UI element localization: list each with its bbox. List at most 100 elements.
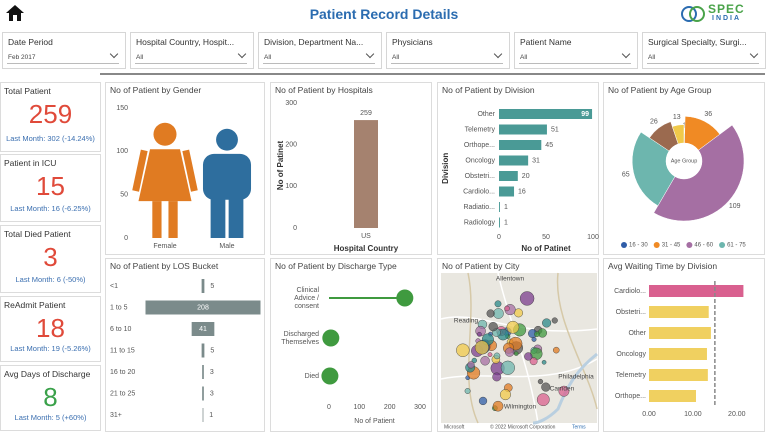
- map-bubble: [478, 396, 488, 406]
- kpi-comparison: Last Month: 5 (+60%): [14, 413, 87, 422]
- chart-panel: 0 50 100 Other 99 Telemetry 51 Orthope... 45 Onco…: [437, 82, 599, 255]
- legend-marker: [621, 242, 627, 248]
- chevron: [621, 49, 631, 59]
- kpi-comparison: Last Month: 19 (-5.26%): [10, 344, 91, 353]
- legend-label: 16 - 30: [629, 243, 648, 249]
- y-tick-label: 100: [116, 148, 128, 155]
- map-bubble: [464, 388, 471, 394]
- data-label: 259: [360, 110, 372, 117]
- map-bubble: [486, 309, 495, 318]
- funnel-bar: [191, 322, 215, 336]
- y-tick-label: Orthope...: [464, 142, 495, 149]
- chart: 1 36 109 65 26 13 Age Group 16 - 30 31 - 45 46 - …: [621, 111, 746, 249]
- map-bubble: [534, 331, 540, 338]
- kpi-value: 3: [43, 242, 58, 272]
- map-bubble: [541, 359, 547, 365]
- data-label: 45: [545, 142, 553, 149]
- map-bubble: [494, 300, 502, 308]
- icon-head: [153, 122, 177, 146]
- filter-label: Date Period: [8, 37, 53, 47]
- logo-subtext: INDIA: [712, 15, 742, 22]
- y-tick-label: 200: [285, 142, 297, 149]
- kpi-title: Total Died Patient: [4, 229, 71, 239]
- map-bubble: [480, 356, 490, 366]
- map-road: [440, 358, 598, 380]
- category-label: 6 to 10: [110, 326, 132, 333]
- kpi-value: 8: [43, 382, 58, 412]
- donut-hole: [666, 143, 702, 179]
- x-tick-label: 10.00: [684, 411, 702, 418]
- data-label: 51: [551, 126, 559, 133]
- y-tick-label: Radiology: [464, 219, 496, 226]
- kpi-comparison: Last Month: 302 (-14.24%): [6, 134, 95, 143]
- chevron: [109, 49, 119, 59]
- y-tick-label: Cardiolo...: [614, 288, 646, 295]
- chart-title: Avg Waiting Time by Division: [608, 261, 718, 271]
- map-terms: Terms: [572, 424, 586, 430]
- y-tick-label: Obstetri...: [616, 309, 646, 316]
- lollipop-dot: [322, 329, 340, 347]
- icon-arm: [182, 149, 198, 192]
- y-tick-label: 50: [120, 192, 128, 199]
- kpi-value: 15: [36, 171, 65, 201]
- kpi-card: Total Died Patient 3 Last Month: 6 (-50%): [0, 225, 101, 293]
- category-label: Discharged Themselves: [281, 331, 319, 346]
- filter-underline: [263, 63, 375, 64]
- map-bubble: [551, 317, 558, 324]
- y-tick-label: Other: [477, 111, 495, 118]
- kpi-comparison: Last Month: 16 (-6.25%): [10, 204, 91, 213]
- filter-value: Feb 2017: [8, 54, 36, 61]
- x-axis-title: No of Patient: [354, 418, 395, 425]
- filter-dropdown[interactable]: Date Period Feb 2017: [2, 32, 126, 69]
- bar: [499, 140, 542, 150]
- filter-dropdown[interactable]: Patient Name All: [514, 32, 638, 69]
- chart: 0 100 200 300 259 US Hospital Country No of Pat…: [276, 100, 399, 253]
- chart: 0 50 100 150 Female Male: [116, 105, 252, 250]
- y-tick-label: 100: [285, 183, 297, 190]
- map-bubble: [471, 357, 477, 364]
- map-bubble: [519, 291, 535, 306]
- page-title: Patient Record Details: [309, 6, 459, 22]
- map-bubble: [500, 360, 515, 375]
- kpi-comparison: Last Month: 6 (-50%): [15, 275, 86, 284]
- filter-label: Patient Name: [520, 37, 572, 47]
- filter-dropdown[interactable]: Physicians All: [386, 32, 510, 69]
- category-label: Died: [305, 373, 320, 380]
- legend-label: 31 - 45: [662, 243, 681, 249]
- bar: [649, 327, 711, 339]
- filter-dropdown[interactable]: Surgical Specialty, Surgi... All: [642, 32, 766, 69]
- bar: [649, 348, 707, 360]
- map-bubble: [531, 336, 537, 342]
- chart-title: No of Patient by Age Group: [608, 85, 712, 95]
- icon-leg: [168, 201, 178, 238]
- chevron: [365, 49, 375, 59]
- map-bubble: [487, 352, 493, 357]
- chart-title: No of Patient by Hospitals: [275, 85, 373, 95]
- home-icon[interactable]: [4, 3, 26, 23]
- funnel-bar: [202, 365, 204, 379]
- funnel-bar: [202, 386, 204, 401]
- map-bubble: [553, 346, 560, 354]
- funnel-bar: [145, 300, 261, 315]
- filter-dropdown[interactable]: Hospital Country, Hospit... All: [130, 32, 254, 69]
- y-tick-label: Oncology: [616, 351, 646, 358]
- y-tick-label: Obstetri...: [465, 173, 495, 180]
- data-label: 5: [210, 347, 214, 354]
- chart: 0 50 100 Other 99 Telemetry 51 Orthope... 45 Onco…: [441, 109, 599, 253]
- data-label: 1: [209, 412, 213, 419]
- place-label: Reading: [454, 318, 479, 325]
- filter-value: All: [648, 54, 656, 61]
- filter-value: All: [520, 54, 528, 61]
- data-label: 99: [581, 111, 589, 118]
- data-label: 65: [622, 171, 630, 178]
- category-label: <1: [110, 283, 118, 290]
- map-bubble: [493, 308, 504, 319]
- map-road: [556, 272, 598, 410]
- filter-dropdown[interactable]: Division, Department Na... All: [258, 32, 382, 69]
- x-tick-label: 20.00: [728, 411, 746, 418]
- map-bubble: [537, 378, 544, 385]
- y-axis-title: No of Patinet: [276, 141, 285, 191]
- x-tick-label: 200: [384, 404, 396, 411]
- data-label: 26: [650, 118, 658, 125]
